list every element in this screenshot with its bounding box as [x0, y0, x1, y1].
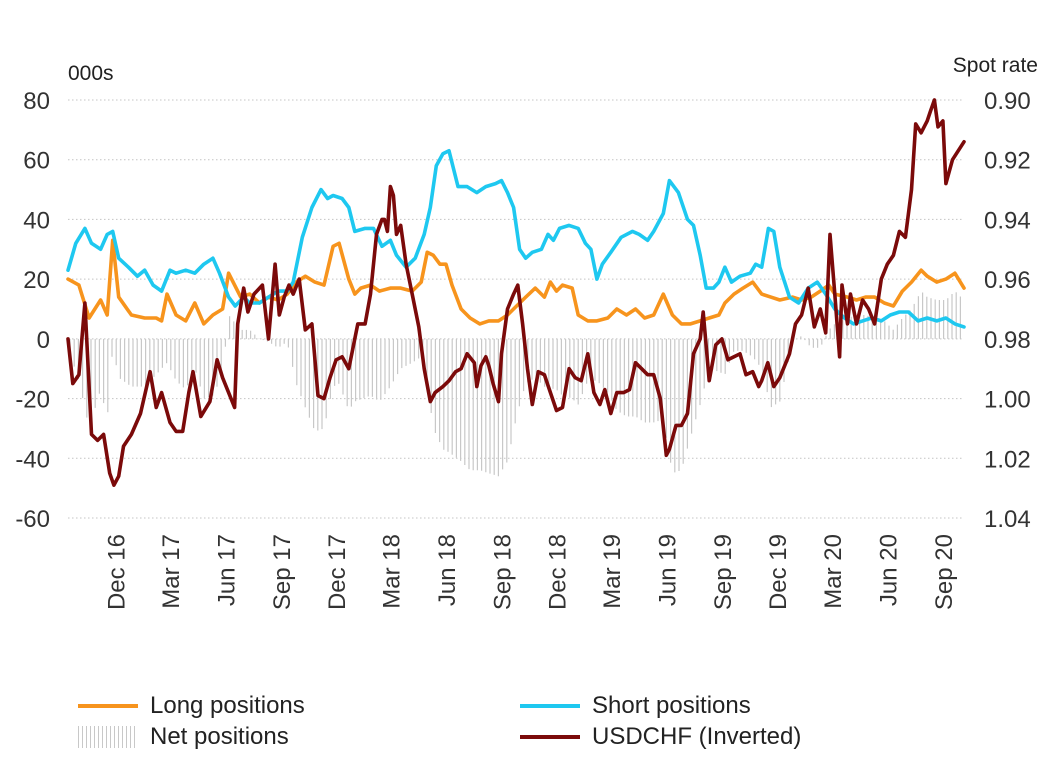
x-tick-label: Jun 17 [214, 534, 241, 606]
series-line-short-positions [66, 149, 966, 329]
x-tick-label: Mar 18 [378, 534, 405, 609]
x-tick-label: Mar 19 [599, 534, 626, 609]
gridlines [68, 99, 964, 519]
x-tick-label: Mar 17 [158, 534, 185, 609]
right-tick-label: 0.98 [984, 327, 1031, 354]
x-axis-ticks: Dec 16 Mar 17 Jun 17 Sep 17 Dec 17 Mar 18 Jun … [104, 534, 958, 610]
legend-swatch-short [520, 704, 580, 708]
x-tick-label: Dec 16 [104, 534, 131, 610]
legend-item-short: Short positions [520, 692, 751, 720]
right-tick-label: 0.92 [984, 148, 1031, 175]
chart: 80 60 40 20 0 -20 -40 -60 0.90 0.92 0.94 0.96 0.98 1… [15, 54, 1038, 610]
x-tick-label: Dec 17 [324, 534, 351, 610]
legend-swatch-long [78, 704, 138, 708]
legend-swatch-usdchf [520, 735, 580, 739]
left-tick-label: 40 [23, 207, 50, 234]
x-tick-label: Dec 18 [544, 534, 571, 610]
series-line-long-positions [66, 238, 966, 326]
left-axis-ticks: 80 60 40 20 0 -20 -40 -60 [15, 88, 50, 533]
x-tick-label: Sep 19 [710, 534, 737, 610]
x-tick-label: Mar 20 [820, 534, 847, 609]
x-tick-label: Jun 18 [434, 534, 461, 606]
right-axis-ticks: 0.90 0.92 0.94 0.96 0.98 1.00 1.02 1.04 [984, 88, 1031, 533]
left-tick-label: 60 [23, 148, 50, 175]
legend-label-long: Long positions [150, 692, 305, 719]
right-tick-label: 1.02 [984, 446, 1031, 473]
x-tick-label: Dec 19 [765, 534, 792, 610]
legend-item-net: Net positions [78, 723, 289, 751]
legend-label-usdchf: USDCHF (Inverted) [592, 723, 802, 750]
x-tick-label: Sep 18 [490, 534, 517, 610]
left-tick-label: 0 [37, 327, 50, 354]
left-tick-label: -60 [15, 506, 50, 533]
left-tick-label: -20 [15, 387, 50, 414]
right-tick-label: 1.04 [984, 506, 1031, 533]
legend-label-short: Short positions [592, 692, 751, 719]
series-line-usdchf-inverted [66, 98, 966, 487]
legend-item-long: Long positions [78, 692, 305, 720]
legend-label-net: Net positions [150, 723, 289, 750]
right-tick-label: 0.90 [984, 88, 1031, 115]
legend-swatch-net [78, 726, 138, 748]
right-axis-unit: Spot rate [953, 54, 1038, 77]
x-tick-label: Sep 20 [931, 534, 958, 610]
x-tick-label: Sep 17 [269, 534, 296, 610]
right-tick-label: 0.96 [984, 267, 1031, 294]
left-tick-label: -40 [15, 446, 50, 473]
x-tick-label: Jun 19 [654, 534, 681, 606]
right-tick-label: 0.94 [984, 207, 1031, 234]
left-axis-unit: 000s [68, 62, 114, 85]
left-tick-label: 80 [23, 88, 50, 115]
series-lines [66, 98, 966, 487]
left-tick-label: 20 [23, 267, 50, 294]
legend-item-usdchf: USDCHF (Inverted) [520, 723, 801, 751]
right-tick-label: 1.00 [984, 387, 1031, 414]
x-tick-label: Jun 20 [875, 534, 902, 606]
